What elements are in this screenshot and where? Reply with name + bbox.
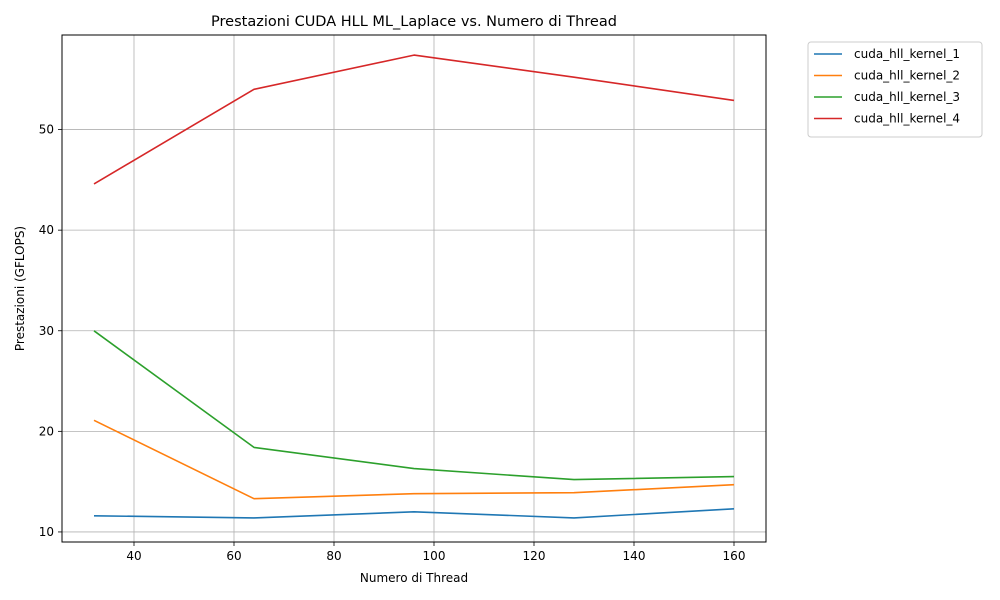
legend-box (807, 41, 983, 138)
series-line-1 (93, 508, 735, 519)
x-tick-label: 140 (623, 549, 646, 563)
series-lines (93, 54, 735, 519)
y-tick-label: 40 (39, 223, 54, 237)
series-line-3 (93, 330, 735, 481)
y-axis-ticks: 10 20 30 40 50 (39, 123, 62, 539)
legend-label-2: cuda_hll_kernel_2 (854, 69, 960, 83)
x-tick-label: 60 (226, 549, 241, 563)
y-axis-label: Prestazioni (GFLOPS) (13, 226, 27, 351)
y-tick-label: 20 (39, 424, 54, 438)
y-tick-label: 30 (39, 324, 54, 338)
x-axis-ticks: 40 60 80 100 120 140 160 (126, 542, 745, 563)
legend-label-3: cuda_hll_kernel_3 (854, 90, 960, 104)
x-axis-label: Numero di Thread (360, 571, 468, 585)
x-tick-label: 160 (723, 549, 746, 563)
legend: cuda_hll_kernel_1 cuda_hll_kernel_2 cuda_h… (807, 41, 983, 138)
chart-title: Prestazioni CUDA HLL ML_Laplace vs. Nume… (211, 14, 617, 30)
legend-label-4: cuda_hll_kernel_4 (854, 112, 960, 126)
plot-area-frame (61, 34, 767, 543)
x-tick-label: 100 (423, 549, 446, 563)
grid (62, 35, 766, 542)
x-tick-label: 40 (126, 549, 141, 563)
y-tick-label: 50 (39, 123, 54, 137)
series-line-2 (93, 419, 735, 500)
x-tick-label: 80 (326, 549, 341, 563)
x-tick-label: 120 (523, 549, 546, 563)
series-line-4 (93, 54, 735, 185)
legend-label-1: cuda_hll_kernel_1 (854, 47, 960, 61)
y-tick-label: 10 (39, 525, 54, 539)
